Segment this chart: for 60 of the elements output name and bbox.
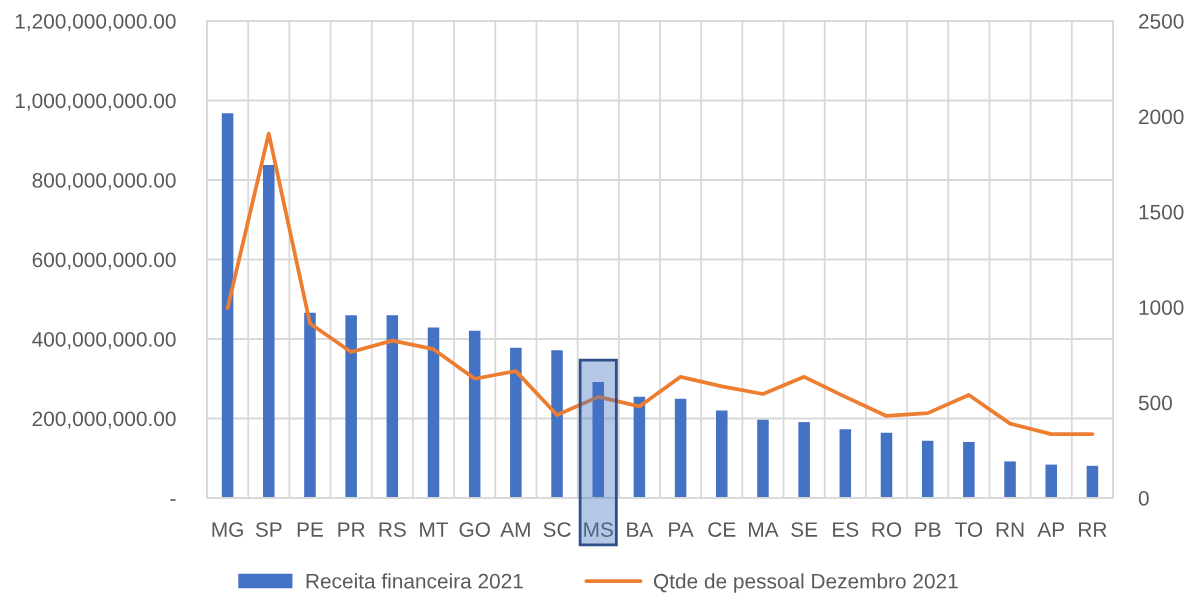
y-tick-label: 200,000,000.00 bbox=[32, 411, 176, 429]
bar bbox=[551, 350, 563, 498]
x-tick-label: PA bbox=[669, 522, 694, 537]
bar bbox=[1086, 465, 1099, 498]
x-tick-label: AM bbox=[500, 522, 530, 537]
bar bbox=[963, 441, 975, 498]
bar bbox=[798, 422, 810, 498]
y-tick-label: 800,000,000.00 bbox=[32, 173, 176, 191]
x-tick-label: MA bbox=[749, 522, 779, 537]
bar bbox=[221, 113, 234, 498]
x-tick-label: SC bbox=[543, 522, 571, 537]
y2-tick-label: 1500 bbox=[1139, 204, 1184, 220]
legend-label: Qtde de pessoal Dezembro 2021 bbox=[653, 573, 958, 593]
bar bbox=[633, 396, 646, 498]
x-tick-label: SE bbox=[791, 522, 818, 537]
x-tick-label: ES bbox=[833, 522, 859, 537]
bar bbox=[880, 432, 893, 498]
y2-tick-label: 0 bbox=[1138, 491, 1149, 506]
x-tick-label: TO bbox=[955, 522, 983, 537]
x-tick-label: RR bbox=[1079, 522, 1107, 537]
y2-tick-label: 500 bbox=[1138, 395, 1172, 411]
bar bbox=[839, 429, 852, 498]
bar bbox=[716, 410, 728, 498]
bar bbox=[345, 315, 357, 498]
bar bbox=[427, 327, 440, 498]
y-tick-label: 600,000,000.00 bbox=[32, 252, 176, 270]
x-tick-label: GO bbox=[459, 522, 490, 537]
x-tick-label: CE bbox=[708, 522, 736, 537]
y-tick-label: - bbox=[170, 499, 176, 501]
bar bbox=[592, 381, 604, 498]
legend-label: Receita financeira 2021 bbox=[306, 573, 523, 589]
x-tick-label: AP bbox=[1037, 522, 1065, 537]
x-tick-label: PE bbox=[297, 522, 323, 537]
bar bbox=[674, 398, 687, 498]
x-tick-label: PB bbox=[915, 522, 941, 537]
x-tick-label: RN bbox=[996, 522, 1024, 537]
x-tick-label: MG bbox=[212, 522, 243, 537]
x-tick-label: MS bbox=[584, 522, 613, 537]
y2-tick-label: 2000 bbox=[1139, 109, 1184, 125]
bar bbox=[263, 164, 275, 498]
x-tick-label: MT bbox=[420, 522, 449, 537]
bar bbox=[510, 347, 522, 498]
line-series bbox=[225, 131, 1095, 436]
y-tick-label: 400,000,000.00 bbox=[32, 332, 176, 350]
y-tick-label: 1,200,000,000.00 bbox=[15, 14, 176, 32]
bar bbox=[304, 312, 316, 498]
bar bbox=[1045, 464, 1057, 498]
x-tick-label: BA bbox=[627, 522, 654, 537]
y-tick-label: 1,000,000,000.00 bbox=[15, 93, 176, 111]
bar bbox=[757, 419, 769, 498]
bar bbox=[386, 315, 399, 498]
bar bbox=[921, 440, 934, 498]
bar bbox=[468, 330, 481, 498]
y2-tick-label: 1000 bbox=[1139, 300, 1184, 315]
x-tick-label: PR bbox=[338, 522, 365, 537]
x-tick-label: SP bbox=[255, 522, 282, 537]
x-tick-label: RO bbox=[872, 522, 902, 537]
bar bbox=[1004, 461, 1016, 498]
x-tick-label: RS bbox=[379, 522, 406, 537]
y2-tick-label: 2500 bbox=[1139, 14, 1184, 29]
